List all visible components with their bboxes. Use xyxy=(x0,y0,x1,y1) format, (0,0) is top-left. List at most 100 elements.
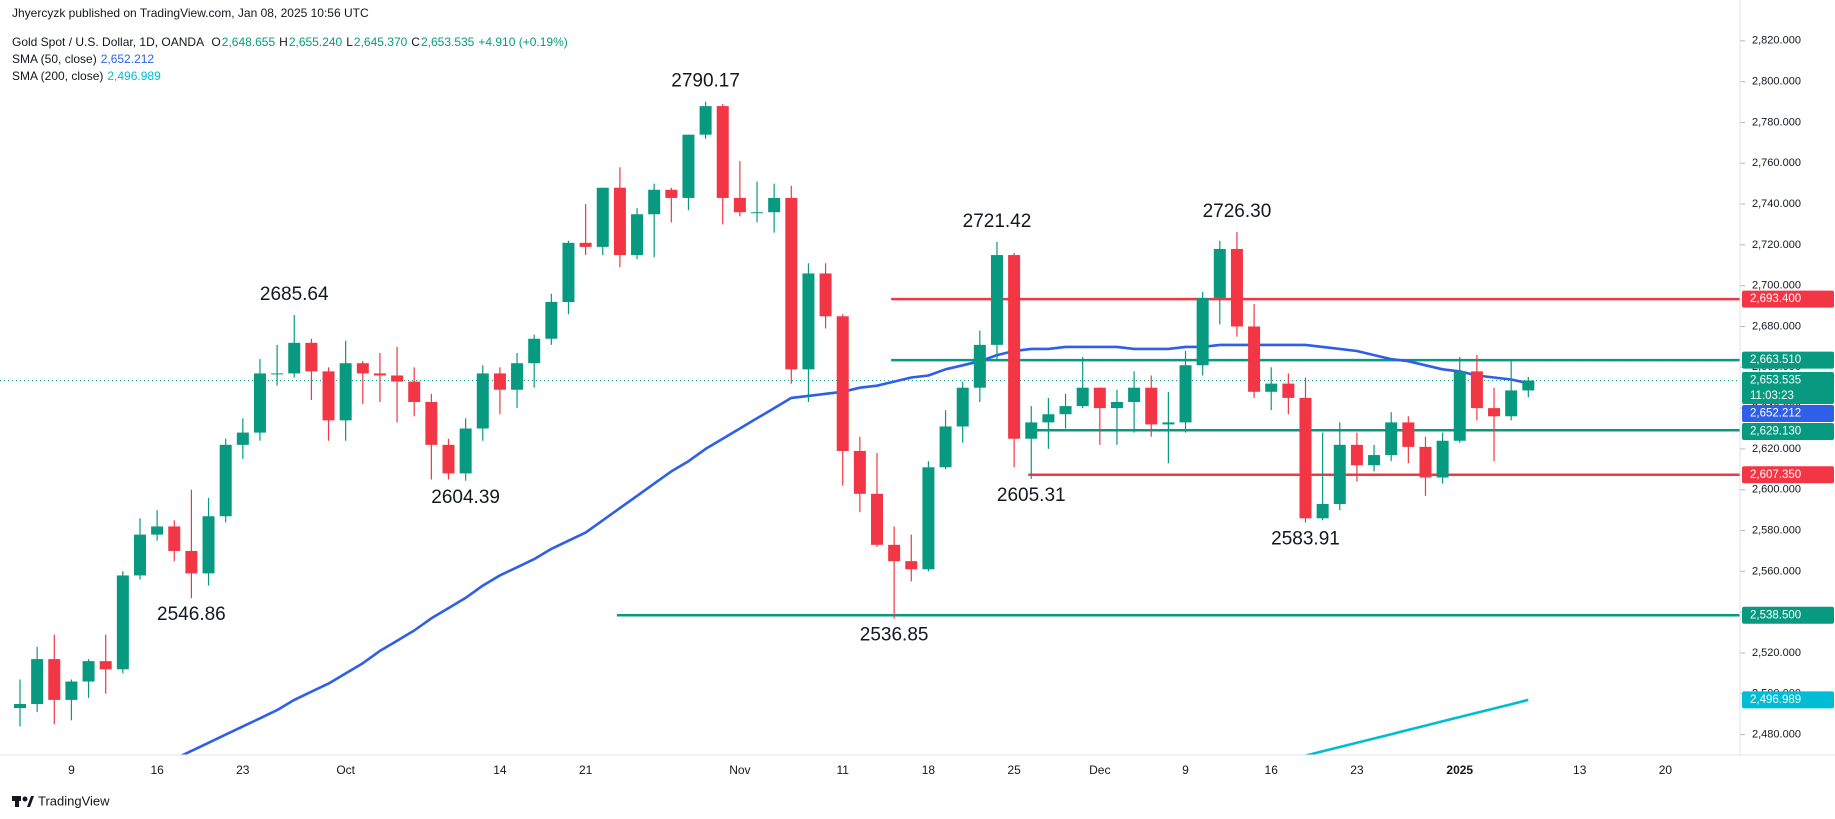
candle-body xyxy=(493,373,506,390)
candle-body xyxy=(613,187,626,256)
price-annotation: 2790.17 xyxy=(671,71,740,92)
candle-body xyxy=(596,187,609,247)
y-tick-label: 2,800.000 xyxy=(1752,76,1801,88)
candle-body xyxy=(1453,371,1466,441)
x-tick-label: 14 xyxy=(493,763,507,777)
candle-body xyxy=(168,526,181,551)
footer-logo xyxy=(12,796,34,807)
x-tick-label: 2025 xyxy=(1446,763,1473,777)
price-badge xyxy=(1742,691,1834,709)
candle-body xyxy=(1385,422,1398,456)
candle-body xyxy=(836,316,849,451)
price-badge-label: 2,607.350 xyxy=(1750,469,1801,481)
candle-body xyxy=(1025,422,1038,439)
y-tick-label: 2,760.000 xyxy=(1752,157,1801,169)
candle-body xyxy=(1299,397,1312,519)
candle-body xyxy=(271,373,284,375)
ohlc-value: 2,645.370 xyxy=(353,35,408,49)
candle-body xyxy=(99,661,112,670)
y-tick-label: 2,820.000 xyxy=(1752,35,1801,47)
candle-body xyxy=(48,659,61,700)
price-annotation: 2583.91 xyxy=(1271,529,1340,550)
y-tick-label: 2,740.000 xyxy=(1752,198,1801,210)
price-annotation: 2604.39 xyxy=(431,487,500,508)
candle-body xyxy=(476,373,489,429)
candle-body xyxy=(305,342,318,372)
x-tick-label: 13 xyxy=(1573,763,1587,777)
candle-body xyxy=(631,214,644,256)
candle-body xyxy=(1008,255,1021,439)
candle-body xyxy=(1213,248,1226,298)
candle-body xyxy=(905,561,918,570)
x-tick-label: 16 xyxy=(1265,763,1279,777)
candle-body xyxy=(133,534,146,576)
ohlc-key: H xyxy=(279,35,288,49)
candle-body xyxy=(425,401,438,445)
plot-area: 2790.17 2685.64 2604.39 2546.86 2721.42 2605.… xyxy=(0,71,1740,755)
ohlc-key: O xyxy=(211,35,221,49)
candle-body xyxy=(922,467,935,570)
x-tick-label: 21 xyxy=(579,763,593,777)
legend-row: SMA (50, close) 2,652.212 xyxy=(12,52,158,66)
candle-body xyxy=(1402,422,1415,447)
candle-body xyxy=(116,575,129,670)
candle-body xyxy=(373,373,386,376)
candle-body xyxy=(219,444,232,517)
x-tick-label: 23 xyxy=(236,763,250,777)
legend-row: Gold Spot / U.S. Dollar, 1D, OANDA O2,64… xyxy=(12,35,572,49)
candle-body xyxy=(768,197,781,213)
candle-body xyxy=(579,242,592,247)
candle-body xyxy=(1522,380,1535,391)
x-tick-label: Dec xyxy=(1089,763,1110,777)
candle-body xyxy=(871,493,883,545)
candle-body xyxy=(408,381,421,402)
candle-body xyxy=(202,516,215,574)
price-badge xyxy=(1742,351,1834,369)
change: +4.910 (+0.19%) xyxy=(478,35,568,49)
candle-body xyxy=(236,432,249,445)
x-tick-label: 25 xyxy=(1007,763,1021,777)
candle-body xyxy=(1368,455,1381,466)
series-name: SMA (200, close) xyxy=(12,69,104,83)
candle-body xyxy=(151,526,164,535)
x-tick-label: 20 xyxy=(1659,763,1673,777)
y-tick-label: 2,620.000 xyxy=(1752,443,1801,455)
price-annotation: 2721.42 xyxy=(963,211,1032,232)
price-annotation: 2536.85 xyxy=(860,625,929,646)
price-badge xyxy=(1742,404,1834,422)
candle-body xyxy=(785,197,798,370)
price-badge xyxy=(1742,422,1834,440)
series-name: SMA (50, close) xyxy=(12,52,97,66)
price-badge-label: 2,538.500 xyxy=(1750,609,1801,621)
candle-body xyxy=(65,681,78,700)
price-annotation: 2605.31 xyxy=(997,485,1066,506)
price-badge xyxy=(1742,606,1834,624)
ohlc-value: 2,648.655 xyxy=(221,35,276,49)
candle-body xyxy=(528,338,541,364)
candle-body xyxy=(1436,440,1449,478)
y-tick-label: 2,720.000 xyxy=(1752,239,1801,251)
candle-body xyxy=(1128,387,1141,402)
price-badge xyxy=(1742,290,1834,308)
candle-body xyxy=(1282,383,1295,398)
footer-brand: TradingView xyxy=(38,793,110,808)
price-badge-label: 2,693.400 xyxy=(1750,293,1801,305)
candle-body xyxy=(888,544,901,562)
price-axis: 2,480.0002,500.0002,520.0002,540.0002,56… xyxy=(1740,35,1834,741)
price-badge-label: 2,496.989 xyxy=(1750,694,1801,706)
x-tick-label: Nov xyxy=(729,763,750,777)
ohlc-value: 2,653.535 xyxy=(420,35,475,49)
symbol: Gold Spot / U.S. Dollar, 1D, OANDA xyxy=(12,35,205,49)
ohlc-key: L xyxy=(346,35,353,49)
candle-body xyxy=(716,106,729,198)
candle-body xyxy=(82,661,95,682)
candle-body xyxy=(1162,422,1175,425)
sma-line xyxy=(179,343,1529,755)
price-badge-label: 2,629.130 xyxy=(1750,426,1801,438)
candle-body xyxy=(1145,387,1158,425)
x-tick-label: Oct xyxy=(336,763,355,777)
candle-body xyxy=(185,550,198,574)
x-tick-label: 18 xyxy=(922,763,936,777)
